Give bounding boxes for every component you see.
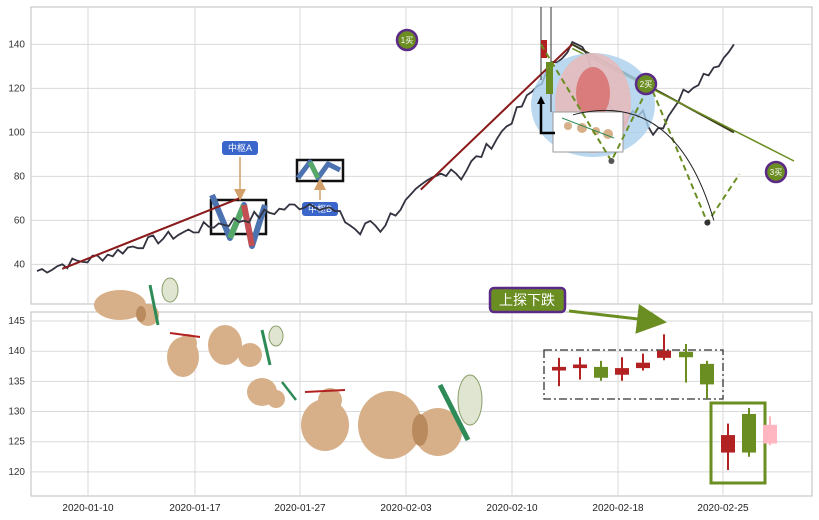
zhongshu-b-label: 中枢B — [308, 203, 332, 214]
price-y-tick-label: 80 — [14, 171, 26, 182]
svg-text:2买: 2买 — [640, 80, 652, 89]
consolidation-box — [543, 349, 724, 400]
price-y-ticks: 40 60 80 100 120 140 — [8, 39, 25, 270]
candle-body — [636, 362, 650, 369]
candle-y-tick-label: 125 — [8, 437, 25, 448]
zhongshu-a-zigzag-accent2 — [241, 204, 255, 247]
down-arrow-head — [537, 96, 545, 104]
down-arrow-indicator — [539, 101, 555, 135]
candlestick-panel: 120 125 130 135 140 145 — [8, 277, 813, 497]
dog-4-illustration — [247, 378, 297, 408]
dog-6-illustration — [358, 374, 483, 459]
candle-body — [594, 366, 608, 378]
buy-point-badges: 1买 2买 3买 — [395, 28, 788, 184]
bubble-inner — [576, 67, 610, 119]
callout-group: 上探下跌 — [488, 286, 667, 334]
price-panel: 40 60 80 100 120 140 中枢A 中枢B — [8, 6, 813, 305]
candle-y-tick-label: 145 — [8, 316, 25, 327]
candle-y-ticks: 120 125 130 135 140 145 — [8, 316, 25, 478]
x-axis-date-ticks: 2020-01-10 2020-01-17 2020-01-27 2020-02-03… — [62, 503, 749, 514]
callout-label: 上探下跌 — [499, 292, 555, 308]
price-y-tick-label: 60 — [14, 215, 26, 226]
zhongshu-a-label: 中枢A — [228, 142, 252, 153]
svg-text:3买: 3买 — [770, 168, 782, 177]
dog-2-illustration — [167, 332, 201, 377]
candle-body — [552, 366, 566, 371]
price-y-tick-label: 100 — [8, 127, 25, 138]
dog-3-illustration — [208, 325, 284, 367]
zhongshu-a-label-bg — [222, 141, 258, 155]
projection-low-point — [704, 219, 711, 226]
candle-body — [615, 368, 629, 375]
x-date-label: 2020-02-10 — [486, 503, 538, 514]
zhongshu-a-group: 中枢A — [209, 141, 268, 249]
candle-body — [742, 413, 756, 453]
dog-5-illustration — [301, 388, 349, 451]
candle-body — [700, 363, 714, 385]
callout-box — [488, 286, 567, 314]
buy-point-2-badge: 2买 — [634, 72, 658, 96]
price-y-tick-label: 140 — [8, 39, 25, 50]
zhongshu-b-zigzag-accent — [307, 160, 321, 180]
candle-body — [679, 351, 693, 358]
price-grid — [31, 7, 812, 304]
x-date-label: 2020-02-18 — [592, 503, 644, 514]
x-date-label: 2020-02-03 — [380, 503, 432, 514]
dog-1-illustration — [94, 277, 179, 326]
x-date-label: 2020-02-25 — [697, 503, 749, 514]
price-panel-frame — [30, 6, 813, 305]
buy-point-1-badge: 1买 — [395, 28, 419, 52]
decorative-dog-illustrations — [94, 277, 483, 459]
candle-y-tick-label: 140 — [8, 346, 25, 357]
price-y-tick-label: 40 — [14, 259, 26, 270]
trend-segment-up-1 — [61, 197, 240, 270]
candles-group — [552, 334, 777, 471]
x-date-label: 2020-01-27 — [274, 503, 326, 514]
projection-mid-point — [608, 158, 615, 164]
candle-y-tick-label: 135 — [8, 376, 25, 387]
inset-thumbnail-dogs — [561, 117, 615, 139]
projection-curve — [572, 110, 715, 221]
candle-body — [721, 435, 735, 453]
candle-y-tick-label: 130 — [8, 407, 25, 418]
price-y-tick-label: 120 — [8, 83, 25, 94]
callout-arrow — [568, 304, 667, 334]
x-date-label: 2020-01-10 — [62, 503, 114, 514]
candle-y-tick-label: 120 — [8, 467, 25, 478]
buy-point-3-badge: 3买 — [764, 160, 788, 184]
candlestick-panel-frame — [30, 311, 813, 497]
candle-body — [657, 350, 671, 358]
candle-body — [573, 364, 587, 369]
x-date-label: 2020-01-17 — [169, 503, 221, 514]
candle-body — [763, 424, 777, 444]
svg-text:1买: 1买 — [401, 36, 413, 45]
